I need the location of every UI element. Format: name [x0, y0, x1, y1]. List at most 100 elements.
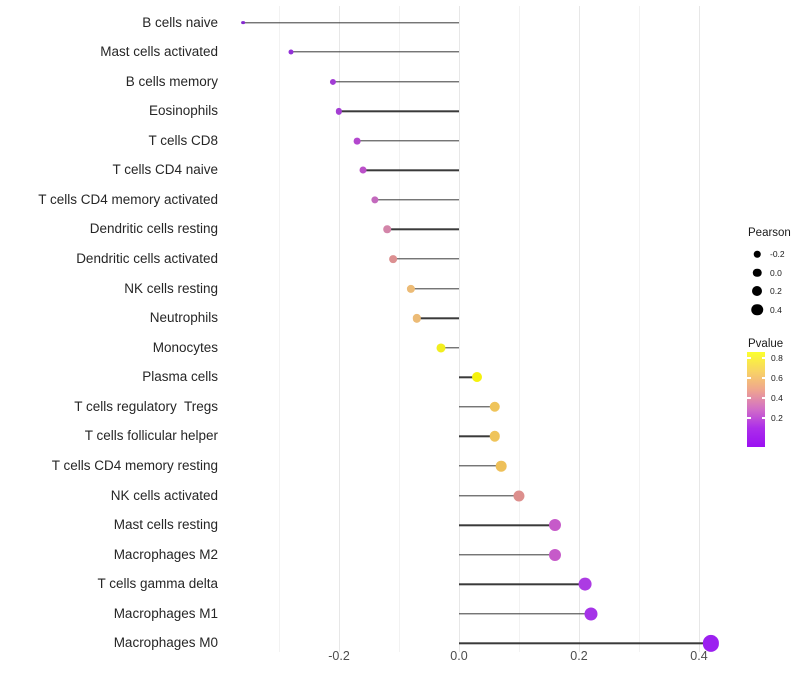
x-axis-tick-label: -0.2 — [328, 649, 350, 663]
lollipop-stick — [459, 465, 501, 467]
lollipop-stick — [375, 199, 459, 201]
lollipop-dot — [489, 431, 501, 442]
lollipop-dot — [548, 548, 562, 561]
lollipop-dot — [359, 166, 367, 174]
row-label: NK cells activated — [110, 487, 218, 503]
lollipop-stick — [459, 435, 495, 438]
lollipop-stick — [393, 258, 459, 260]
size-legend-key — [747, 245, 767, 264]
lollipop-stick — [291, 51, 459, 53]
row-label: T cells CD4 memory activated — [38, 191, 218, 207]
size-legend-label: -0.2 — [770, 249, 785, 259]
lollipop-dot — [412, 314, 422, 323]
size-legend-dot — [751, 304, 763, 316]
colorbar-tick — [747, 397, 751, 399]
lollipop-dot — [489, 401, 501, 413]
lollipop-dot — [472, 372, 482, 383]
lollipop-stick — [411, 287, 459, 290]
lollipop-dot — [548, 519, 562, 532]
size-legend-label: 0.2 — [770, 286, 782, 296]
row-label: Plasma cells — [142, 369, 218, 385]
lollipop-dot — [578, 577, 592, 591]
colorbar-tick-label: 0.4 — [771, 392, 783, 403]
row-label: T cells CD4 memory resting — [51, 458, 218, 474]
row-label: T cells follicular helper — [84, 428, 218, 444]
lollipop-dot — [335, 108, 343, 115]
colorbar-tick-label: 0.6 — [771, 372, 783, 383]
lollipop-dot — [241, 20, 245, 25]
lollipop-stick — [417, 317, 459, 319]
row-label: NK cells resting — [124, 280, 218, 296]
size-legend-key — [747, 282, 767, 301]
major-gridline — [579, 6, 580, 652]
color-legend-title: Pvalue — [748, 338, 784, 350]
lollipop-stick — [243, 21, 459, 24]
row-label: Mast cells resting — [113, 517, 218, 533]
lollipop-dot — [436, 343, 446, 353]
row-label: T cells CD8 — [148, 132, 218, 148]
pearson-size-legend: Pearson -0.2 0.0 0.2 0.4 — [747, 226, 791, 319]
size-legend-entry: -0.2 — [747, 245, 791, 264]
lollipop-stick — [339, 110, 459, 112]
lollipop-dot — [513, 490, 525, 502]
minor-gridline — [279, 6, 280, 652]
lollipop-stick — [357, 140, 459, 142]
lollipop-stick — [459, 613, 591, 615]
lollipop-stick — [459, 524, 555, 526]
row-label: Mast cells activated — [100, 44, 218, 60]
lollipop-stick — [459, 554, 555, 556]
lollipop-dot — [383, 225, 391, 234]
row-label: Macrophages M0 — [113, 635, 218, 651]
pvalue-color-legend: Pvalue 0.8 0.6 0.4 0.2 — [747, 337, 783, 452]
lollipop-dot — [495, 460, 507, 472]
x-axis-tick-label: 0.0 — [450, 649, 468, 663]
major-gridline — [459, 6, 460, 652]
row-label: Eosinophils — [148, 103, 218, 119]
row-label: T cells gamma delta — [97, 576, 218, 592]
colorbar-tick-label: 0.2 — [771, 412, 783, 423]
colorbar-tick — [761, 357, 765, 359]
row-label: Macrophages M2 — [113, 546, 218, 562]
major-gridline — [699, 6, 700, 652]
colorbar-tick — [761, 377, 765, 379]
colorbar-gradient — [747, 352, 765, 447]
row-label: Dendritic cells activated — [76, 251, 218, 267]
row-label: Macrophages M1 — [113, 605, 218, 621]
lollipop-stick — [459, 494, 519, 497]
lollipop-stick — [459, 376, 477, 379]
colorbar-tick — [747, 357, 751, 359]
row-label: B cells memory — [125, 73, 218, 89]
size-legend-entry: 0.4 — [747, 301, 791, 320]
colorbar-wrap: 0.8 0.6 0.4 0.2 — [747, 352, 783, 452]
lollipop-dot — [371, 196, 379, 204]
lollipop-stick — [459, 583, 585, 586]
lollipop-stick — [441, 347, 459, 349]
colorbar-tick — [761, 417, 765, 419]
size-legend-entry: 0.2 — [747, 282, 791, 301]
row-label: T cells CD4 naive — [112, 162, 218, 178]
major-gridline — [339, 6, 340, 652]
lollipop-stick — [387, 228, 459, 231]
lollipop-stick — [459, 642, 711, 645]
size-legend-title: Pearson — [748, 227, 791, 239]
lollipop-dot — [353, 137, 361, 145]
lollipop-dot — [288, 49, 294, 55]
x-axis-tick-label: 0.2 — [570, 649, 588, 663]
lollipop-stick — [333, 80, 459, 83]
lollipop-stick — [459, 406, 495, 408]
size-legend-label: 0.4 — [770, 304, 782, 315]
lollipop-dot — [406, 284, 416, 293]
row-label: Dendritic cells resting — [89, 221, 218, 237]
minor-gridline — [399, 6, 400, 652]
size-legend-key — [747, 264, 767, 283]
size-legend-dot — [752, 286, 762, 297]
lollipop-dot — [389, 255, 397, 263]
lollipop-stick — [363, 169, 459, 172]
size-legend-dot — [752, 268, 762, 277]
row-label: Monocytes — [152, 339, 218, 355]
size-legend-entry: 0.0 — [747, 264, 791, 283]
lollipop-dot — [329, 78, 337, 85]
row-label: T cells regulatory Tregs — [74, 398, 218, 414]
size-legend-body: -0.2 0.0 0.2 0.4 — [747, 245, 791, 319]
